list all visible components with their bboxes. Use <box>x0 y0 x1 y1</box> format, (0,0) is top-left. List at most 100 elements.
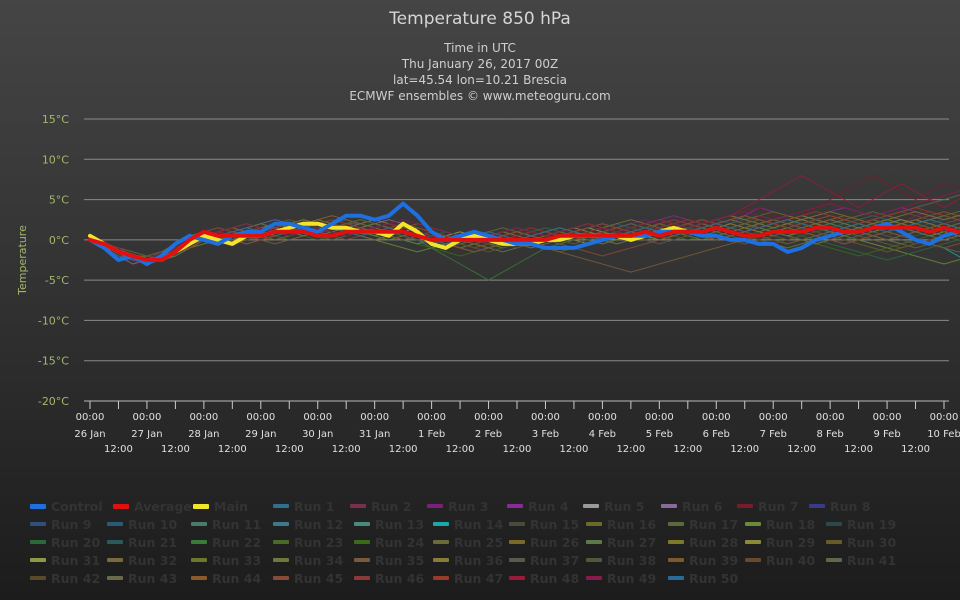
legend-swatch <box>433 576 449 580</box>
legend-item-run-20[interactable]: Run 20 <box>30 533 100 551</box>
legend-item-run-15[interactable]: Run 15 <box>509 515 579 533</box>
legend-label: Run 49 <box>607 570 657 586</box>
legend-label: Run 22 <box>212 534 262 550</box>
legend-label: Run 28 <box>689 534 739 550</box>
legend-item-run-16[interactable]: Run 16 <box>586 515 656 533</box>
x-tick-noon: 12:00 <box>446 444 475 455</box>
legend-label: Run 5 <box>604 498 645 514</box>
legend-item-run-8[interactable]: Run 8 <box>809 497 870 515</box>
legend-item-run-5[interactable]: Run 5 <box>583 497 644 515</box>
series-line-control <box>88 201 960 266</box>
x-tick-time: 00:00 <box>645 412 674 423</box>
legend-item-run-10[interactable]: Run 10 <box>107 515 177 533</box>
legend-label: Run 50 <box>689 570 739 586</box>
legend-label: Run 17 <box>689 516 739 532</box>
legend-item-run-50[interactable]: Run 50 <box>668 569 738 587</box>
legend-item-main[interactable]: Main <box>193 497 248 515</box>
legend-item-run-14[interactable]: Run 14 <box>433 515 503 533</box>
legend-item-run-45[interactable]: Run 45 <box>273 569 343 587</box>
legend-item-control[interactable]: Control <box>30 497 103 515</box>
legend-item-run-6[interactable]: Run 6 <box>661 497 722 515</box>
legend-item-run-25[interactable]: Run 25 <box>433 533 503 551</box>
legend-item-run-29[interactable]: Run 29 <box>745 533 815 551</box>
legend-item-run-49[interactable]: Run 49 <box>586 569 656 587</box>
legend-swatch <box>191 540 207 544</box>
legend-item-run-39[interactable]: Run 39 <box>668 551 738 569</box>
legend-item-run-47[interactable]: Run 47 <box>433 569 503 587</box>
x-tick-time: 00:00 <box>189 412 218 423</box>
legend-item-run-43[interactable]: Run 43 <box>107 569 177 587</box>
legend-item-average[interactable]: Average <box>113 497 192 515</box>
legend-item-run-28[interactable]: Run 28 <box>668 533 738 551</box>
series-lines <box>88 174 960 281</box>
legend-item-run-48[interactable]: Run 48 <box>509 569 579 587</box>
legend-item-run-42[interactable]: Run 42 <box>30 569 100 587</box>
legend-swatch <box>30 558 46 562</box>
y-tick-label: -15°C <box>38 355 69 368</box>
legend-swatch <box>107 540 123 544</box>
legend-item-run-33[interactable]: Run 33 <box>191 551 261 569</box>
legend-item-run-44[interactable]: Run 44 <box>191 569 261 587</box>
legend-item-run-4[interactable]: Run 4 <box>507 497 568 515</box>
legend-item-run-36[interactable]: Run 36 <box>433 551 503 569</box>
legend-swatch <box>354 540 370 544</box>
legend-item-run-17[interactable]: Run 17 <box>668 515 738 533</box>
legend-swatch <box>350 504 366 508</box>
legend-item-run-22[interactable]: Run 22 <box>191 533 261 551</box>
legend-item-run-12[interactable]: Run 12 <box>273 515 343 533</box>
legend-item-run-34[interactable]: Run 34 <box>273 551 343 569</box>
legend-item-run-32[interactable]: Run 32 <box>107 551 177 569</box>
legend-swatch <box>113 503 129 509</box>
x-tick-day: 7 Feb <box>760 429 787 440</box>
legend-item-run-26[interactable]: Run 26 <box>509 533 579 551</box>
x-tick-time: 00:00 <box>588 412 617 423</box>
legend-item-run-11[interactable]: Run 11 <box>191 515 261 533</box>
y-tick-label: -20°C <box>38 395 69 408</box>
legend-item-run-9[interactable]: Run 9 <box>30 515 91 533</box>
legend-item-run-13[interactable]: Run 13 <box>354 515 424 533</box>
x-tick-day: 5 Feb <box>646 429 673 440</box>
legend-item-run-7[interactable]: Run 7 <box>737 497 798 515</box>
legend-swatch <box>273 504 289 508</box>
legend-label: Run 31 <box>51 552 101 568</box>
legend-item-run-31[interactable]: Run 31 <box>30 551 100 569</box>
legend-item-run-41[interactable]: Run 41 <box>826 551 896 569</box>
legend-item-run-46[interactable]: Run 46 <box>354 569 424 587</box>
x-tick-noon: 12:00 <box>616 444 645 455</box>
legend-item-run-24[interactable]: Run 24 <box>354 533 424 551</box>
legend-item-run-23[interactable]: Run 23 <box>273 533 343 551</box>
legend-label: Run 25 <box>454 534 504 550</box>
subtitle-date: Thu January 26, 2017 00Z <box>401 57 558 71</box>
legend-item-run-27[interactable]: Run 27 <box>586 533 656 551</box>
legend-swatch <box>427 504 443 508</box>
legend-swatch <box>745 522 761 526</box>
legend-label: Run 32 <box>128 552 178 568</box>
x-tick-noon: 12:00 <box>503 444 532 455</box>
legend-swatch <box>191 558 207 562</box>
x-tick-day: 29 Jan <box>245 429 276 440</box>
legend-label: Run 20 <box>51 534 101 550</box>
legend-item-run-19[interactable]: Run 19 <box>826 515 896 533</box>
legend-swatch <box>745 558 761 562</box>
legend-item-run-18[interactable]: Run 18 <box>745 515 815 533</box>
x-tick-day: 10 Feb <box>927 429 960 440</box>
x-tick-day: 26 Jan <box>74 429 105 440</box>
legend-item-run-2[interactable]: Run 2 <box>350 497 411 515</box>
legend-label: Run 6 <box>682 498 723 514</box>
legend-item-run-35[interactable]: Run 35 <box>354 551 424 569</box>
legend-item-run-1[interactable]: Run 1 <box>273 497 334 515</box>
legend-swatch <box>30 522 46 526</box>
legend-item-run-40[interactable]: Run 40 <box>745 551 815 569</box>
legend-item-run-38[interactable]: Run 38 <box>586 551 656 569</box>
x-axis-ticks: 00:00 26 Jan 12:00 00:00 27 Jan 12:00 00:00 28 … <box>74 401 960 455</box>
legend-item-run-30[interactable]: Run 30 <box>826 533 896 551</box>
legend-item-run-21[interactable]: Run 21 <box>107 533 177 551</box>
series-line-average <box>88 225 960 262</box>
legend-label: Run 45 <box>294 570 344 586</box>
legend-item-run-3[interactable]: Run 3 <box>427 497 488 515</box>
legend-swatch <box>30 503 46 509</box>
legend-label: Run 35 <box>375 552 425 568</box>
legend-item-run-37[interactable]: Run 37 <box>509 551 579 569</box>
legend-swatch <box>273 576 289 580</box>
